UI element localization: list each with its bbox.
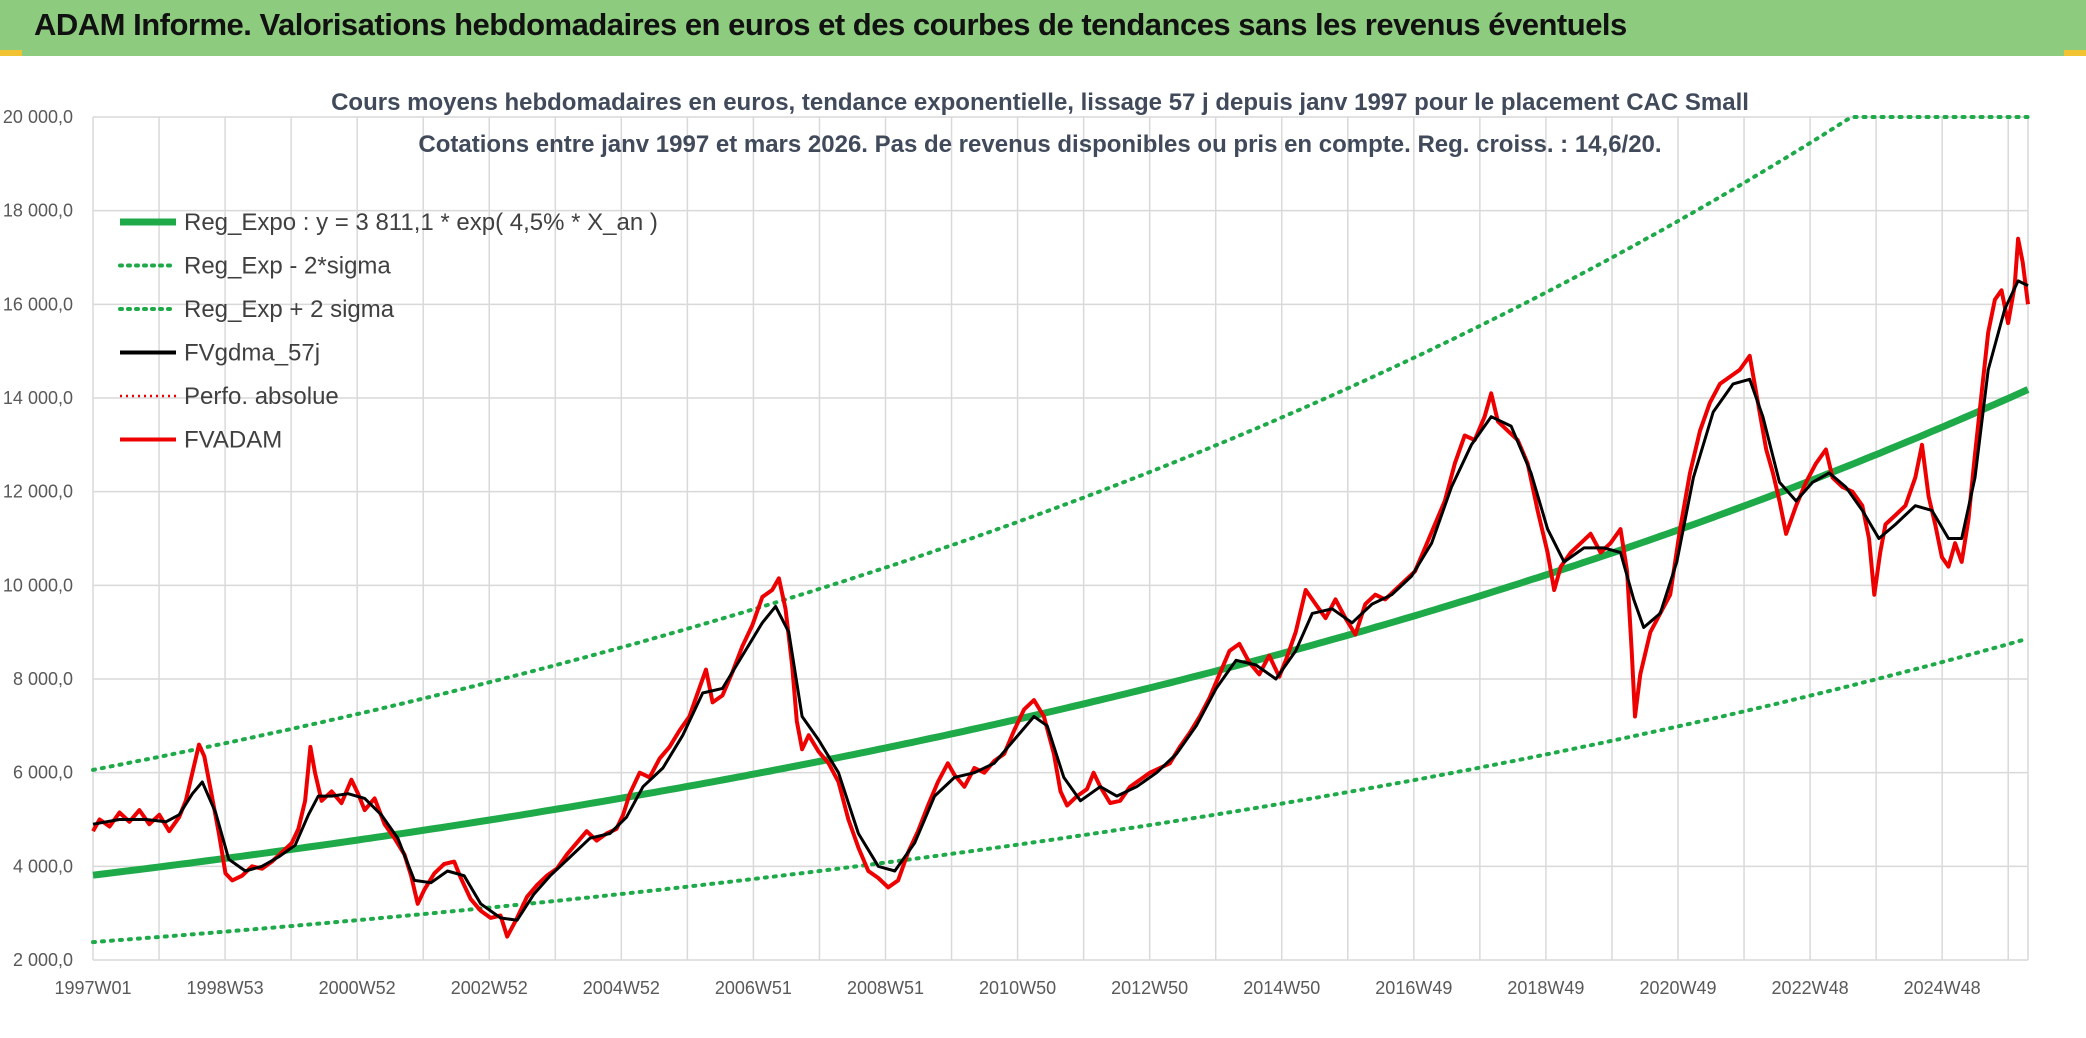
corner-mark-left xyxy=(0,50,22,56)
legend-label: Reg_Exp + 2 sigma xyxy=(184,296,395,323)
x-tick-label: 2010W50 xyxy=(979,978,1056,998)
x-tick-label: 2004W52 xyxy=(583,978,660,998)
legend-label: FVgdma_57j xyxy=(184,340,320,367)
corner-mark-right xyxy=(2064,50,2086,56)
series-line-fvgdma xyxy=(92,279,2029,922)
legend: Reg_Expo : y = 3 811,1 * exp( 4,5% * X_a… xyxy=(118,209,658,454)
y-axis: 2 000,0 4 000,0 6 000,0 8 000,0 10 000,0 12 0… xyxy=(3,107,73,970)
page-title: ADAM Informe. Valorisations hebdomadaire… xyxy=(34,7,1627,42)
series-line-trend xyxy=(92,386,2030,879)
legend-label: FVADAM xyxy=(184,427,282,454)
grid xyxy=(92,116,2029,961)
y-tick-label: 20 000,0 xyxy=(3,107,73,127)
x-tick-label: 2014W50 xyxy=(1243,978,1320,998)
x-tick-label: 1998W53 xyxy=(187,978,264,998)
y-tick-label: 8 000,0 xyxy=(13,669,73,689)
legend-item: FVADAM xyxy=(120,427,282,454)
x-tick-label: 2008W51 xyxy=(847,978,924,998)
legend-item: Reg_Expo : y = 3 811,1 * exp( 4,5% * X_a… xyxy=(120,209,658,236)
series-line-lower-band xyxy=(91,636,2030,945)
y-tick-label: 16 000,0 xyxy=(3,294,73,314)
legend-item: Reg_Exp + 2 sigma xyxy=(118,296,395,323)
x-tick-label: 2000W52 xyxy=(319,978,396,998)
series-group xyxy=(91,115,2030,945)
x-tick-label: 2018W49 xyxy=(1507,978,1584,998)
chart-title: Cours moyens hebdomadaires en euros, ten… xyxy=(331,89,1749,158)
y-tick-label: 2 000,0 xyxy=(13,950,73,970)
header-bar: ADAM Informe. Valorisations hebdomadaire… xyxy=(0,0,2086,56)
legend-item: FVgdma_57j xyxy=(120,340,320,367)
y-tick-label: 6 000,0 xyxy=(13,763,73,783)
legend-label: Reg_Expo : y = 3 811,1 * exp( 4,5% * X_a… xyxy=(184,209,658,236)
chart-title-line-2: Cotations entre janv 1997 et mars 2026. … xyxy=(418,131,1661,158)
x-tick-label: 2022W48 xyxy=(1772,978,1849,998)
x-axis: 1997W01 1998W53 2000W52 2002W52 2004W52 2006W… xyxy=(54,978,1980,998)
legend-item: Reg_Exp - 2*sigma xyxy=(118,253,391,280)
legend-label: Reg_Exp - 2*sigma xyxy=(184,253,391,280)
y-tick-label: 4 000,0 xyxy=(13,856,73,876)
y-tick-label: 12 000,0 xyxy=(3,482,73,502)
x-tick-label: 2024W48 xyxy=(1904,978,1981,998)
y-tick-label: 10 000,0 xyxy=(3,575,73,595)
x-tick-label: 2016W49 xyxy=(1375,978,1452,998)
legend-item: Perfo. absolue xyxy=(120,383,339,410)
x-tick-label: 2002W52 xyxy=(451,978,528,998)
y-tick-label: 18 000,0 xyxy=(3,201,73,221)
x-tick-label: 2006W51 xyxy=(715,978,792,998)
legend-label: Perfo. absolue xyxy=(184,383,339,410)
x-tick-label: 2020W49 xyxy=(1639,978,1716,998)
chart-title-line-1: Cours moyens hebdomadaires en euros, ten… xyxy=(331,89,1749,116)
series-line-fvadam xyxy=(91,236,2030,939)
x-tick-label: 2012W50 xyxy=(1111,978,1188,998)
y-tick-label: 14 000,0 xyxy=(3,388,73,408)
x-tick-label: 1997W01 xyxy=(54,978,131,998)
